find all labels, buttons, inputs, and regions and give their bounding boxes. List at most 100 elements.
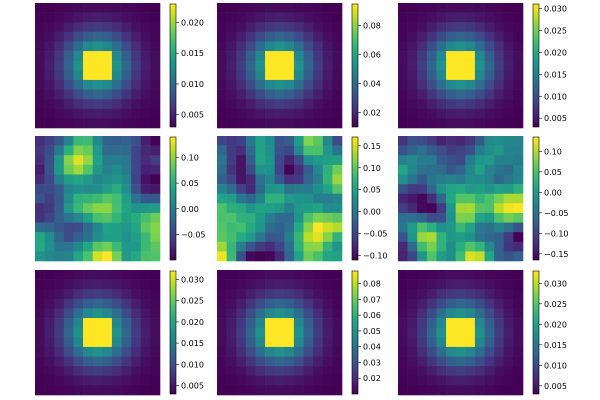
heatmap-cell: [44, 118, 55, 129]
heatmap-cell: [465, 41, 476, 52]
heatmap-cell: [455, 298, 466, 309]
heatmap-cell: [44, 155, 55, 166]
heatmap-cell: [121, 3, 132, 13]
heatmap-cell: [484, 346, 495, 357]
heatmap-cell: [484, 203, 495, 214]
heatmap-cell: [44, 346, 55, 357]
heatmap-cell: [102, 308, 113, 319]
heatmap-cell: [245, 89, 256, 100]
heatmap-cell: [226, 308, 237, 319]
heatmap-cell: [102, 79, 113, 90]
heatmap-cell: [293, 203, 304, 214]
heatmap-cell: [446, 184, 456, 194]
heatmap-cell: [274, 89, 285, 100]
heatmap-cell: [83, 108, 93, 119]
heatmap-cell: [484, 31, 495, 42]
heatmap-cell: [426, 12, 437, 23]
heatmap-cell: [293, 232, 304, 243]
heatmap-cell: [446, 193, 456, 204]
heatmap-cell: [73, 184, 84, 194]
heatmap-cell: [398, 70, 408, 81]
heatmap-cell: [284, 327, 295, 338]
heatmap-cell: [54, 327, 65, 338]
heatmap-cell: [255, 79, 266, 90]
heatmap-cell: [446, 203, 456, 214]
heatmap-cell: [131, 60, 142, 71]
heatmap-cell: [474, 356, 485, 367]
heatmap-cell: [313, 79, 324, 90]
heatmap-cell: [303, 12, 314, 23]
heatmap-cell: [236, 366, 247, 377]
heatmap-cell: [446, 327, 456, 338]
heatmap-cell: [245, 318, 256, 328]
heatmap-cell: [426, 164, 437, 175]
heatmap-cell: [63, 241, 74, 252]
heatmap-cell: [455, 184, 466, 194]
heatmap-cell: [417, 241, 428, 252]
heatmap-cell: [44, 337, 55, 348]
colorbar-tick-label: 0.020: [544, 320, 567, 329]
heatmap-cell: [513, 203, 524, 214]
heatmap-cell: [303, 346, 314, 357]
heatmap-cell: [426, 232, 437, 243]
heatmap-cell: [226, 22, 237, 33]
heatmap-cell: [121, 145, 132, 156]
heatmap-cell: [73, 241, 84, 252]
heatmap-cell: [245, 60, 256, 71]
heatmap-cell: [265, 241, 275, 252]
heatmap-cell: [332, 241, 343, 252]
heatmap-cell: [140, 12, 151, 23]
heatmap-cell: [54, 375, 65, 386]
heatmap-cell: [313, 22, 324, 33]
heatmap-cell: [284, 22, 295, 33]
heatmap-cell: [131, 203, 142, 214]
heatmap-cell: [446, 289, 456, 300]
colorbar-tick-label: 0.005: [181, 382, 204, 391]
heatmap-cell: [265, 51, 275, 61]
heatmap-cell: [293, 164, 304, 175]
heatmap-cell: [121, 51, 132, 61]
heatmap-cell: [407, 193, 418, 204]
heatmap-cell: [426, 346, 437, 357]
heatmap-cell: [284, 79, 295, 90]
colorbar-frame: [351, 136, 359, 261]
heatmap-cell: [140, 279, 151, 290]
heatmap-cell: [293, 375, 304, 386]
heatmap-cell: [398, 60, 408, 71]
heatmap-cell: [293, 222, 304, 233]
heatmap-cell: [436, 79, 447, 90]
heatmap-cell: [121, 251, 132, 262]
heatmap-cell: [73, 3, 84, 13]
heatmap-cell: [446, 99, 456, 110]
heatmap-cell: [217, 31, 227, 42]
heatmap-cell: [474, 232, 485, 243]
heatmap-cell: [407, 385, 418, 396]
colorbar-frame: [169, 3, 177, 128]
heatmap-cell: [455, 31, 466, 42]
heatmap-cell: [398, 298, 408, 309]
heatmap-cell: [274, 337, 285, 348]
heatmap-cell: [407, 3, 418, 13]
heatmap-cell: [284, 60, 295, 71]
heatmap-cell: [54, 70, 65, 81]
heatmap-cell: [226, 136, 237, 146]
heatmap-cell: [111, 22, 122, 33]
heatmap-cell: [63, 118, 74, 129]
heatmap-cell: [73, 251, 84, 262]
heatmap-cell: [284, 318, 295, 328]
heatmap-cell: [150, 174, 161, 185]
heatmap-cell: [407, 212, 418, 223]
heatmap-cell: [284, 298, 295, 309]
heatmap-cell: [92, 222, 103, 233]
heatmap-cell: [322, 3, 333, 13]
heatmap-cell: [274, 41, 285, 52]
heatmap-cell: [226, 222, 237, 233]
colorbar-tick-label: 0.025: [544, 26, 567, 35]
heatmap-cell: [226, 99, 237, 110]
heatmap-cell: [92, 346, 103, 357]
heatmap-cell: [35, 203, 45, 214]
heatmap-cell: [73, 51, 84, 61]
heatmap-cell: [465, 22, 476, 33]
heatmap-cell: [436, 232, 447, 243]
heatmap-cell: [494, 41, 505, 52]
